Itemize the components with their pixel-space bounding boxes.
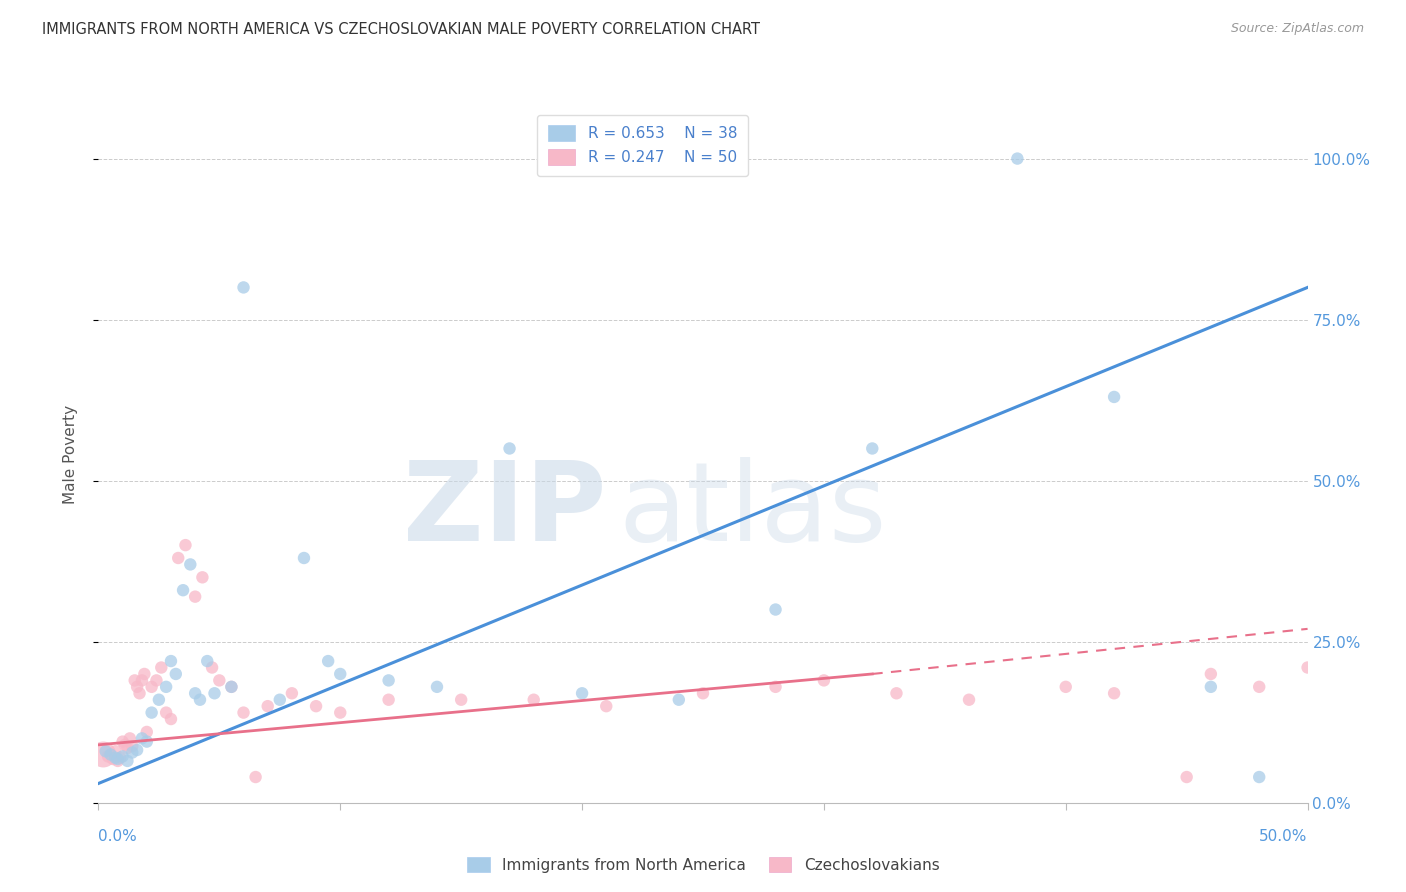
Point [100, 747, 122, 762]
Text: IMMIGRANTS FROM NORTH AMERICA VS CZECHOSLOVAKIAN MALE POVERTY CORRELATION CHART: IMMIGRANTS FROM NORTH AMERICA VS CZECHOS… [42, 22, 761, 37]
Point [160, 712, 183, 726]
Point [813, 673, 835, 688]
Point [595, 699, 617, 714]
Point [204, 686, 226, 700]
Point [131, 731, 153, 746]
Point [121, 739, 143, 753]
Point [148, 692, 170, 706]
Point [104, 750, 127, 764]
Point [118, 731, 141, 746]
Point [135, 734, 157, 748]
Point [957, 692, 980, 706]
Point [316, 654, 339, 668]
Point [128, 686, 150, 700]
Point [450, 692, 472, 706]
Point [1249, 770, 1271, 784]
Point [860, 442, 883, 456]
Point [1296, 660, 1319, 674]
Point [1175, 770, 1198, 784]
Point [91, 747, 114, 762]
Point [97, 749, 120, 764]
Point [127, 680, 149, 694]
Point [245, 770, 267, 784]
Point [114, 738, 136, 752]
Point [281, 686, 304, 700]
Point [104, 744, 127, 758]
Point [201, 660, 224, 674]
Point [101, 752, 124, 766]
Point [329, 706, 352, 720]
Point [94, 744, 117, 758]
Point [292, 551, 315, 566]
Point [232, 280, 254, 294]
Y-axis label: Male Poverty: Male Poverty [63, 405, 77, 505]
Point [107, 754, 129, 768]
Point [131, 673, 153, 688]
Point [232, 706, 254, 720]
Point [172, 583, 194, 598]
Point [498, 442, 520, 456]
Point [377, 673, 399, 688]
Point [150, 660, 173, 674]
Point [121, 746, 143, 760]
Point [111, 749, 134, 764]
Point [886, 686, 908, 700]
Point [155, 680, 177, 694]
Point [108, 750, 131, 764]
Point [141, 680, 163, 694]
Point [188, 692, 211, 706]
Point [1102, 390, 1125, 404]
Point [571, 686, 593, 700]
Point [135, 725, 157, 739]
Text: atlas: atlas [619, 457, 887, 564]
Point [117, 754, 139, 768]
Point [256, 699, 278, 714]
Point [668, 692, 690, 706]
Point [184, 590, 207, 604]
Point [134, 667, 156, 681]
Point [1249, 680, 1271, 694]
Point [174, 538, 197, 552]
Point [765, 602, 787, 616]
Point [1102, 686, 1125, 700]
Text: Source: ZipAtlas.com: Source: ZipAtlas.com [1230, 22, 1364, 36]
Point [124, 673, 146, 688]
Point [329, 667, 352, 681]
Text: 0.0%: 0.0% [98, 829, 138, 844]
Point [127, 743, 149, 757]
Point [179, 558, 201, 572]
Point [167, 551, 190, 566]
Point [523, 692, 546, 706]
Point [191, 570, 214, 584]
Point [269, 692, 291, 706]
Point [141, 706, 163, 720]
Point [305, 699, 328, 714]
Point [145, 673, 167, 688]
Text: 50.0%: 50.0% [1260, 829, 1308, 844]
Point [208, 673, 231, 688]
Legend: Immigrants from North America, Czechoslovakians: Immigrants from North America, Czechoslo… [461, 850, 945, 879]
Point [117, 741, 139, 756]
Text: ZIP: ZIP [404, 457, 606, 564]
Point [155, 706, 177, 720]
Point [165, 667, 187, 681]
Point [765, 680, 787, 694]
Point [1199, 680, 1222, 694]
Point [426, 680, 449, 694]
Point [221, 680, 243, 694]
Point [1054, 680, 1077, 694]
Point [195, 654, 218, 668]
Point [221, 680, 243, 694]
Point [160, 654, 183, 668]
Point [111, 734, 134, 748]
Point [107, 752, 129, 766]
Point [184, 686, 207, 700]
Point [1007, 152, 1029, 166]
Point [692, 686, 714, 700]
Point [1199, 667, 1222, 681]
Point [377, 692, 399, 706]
